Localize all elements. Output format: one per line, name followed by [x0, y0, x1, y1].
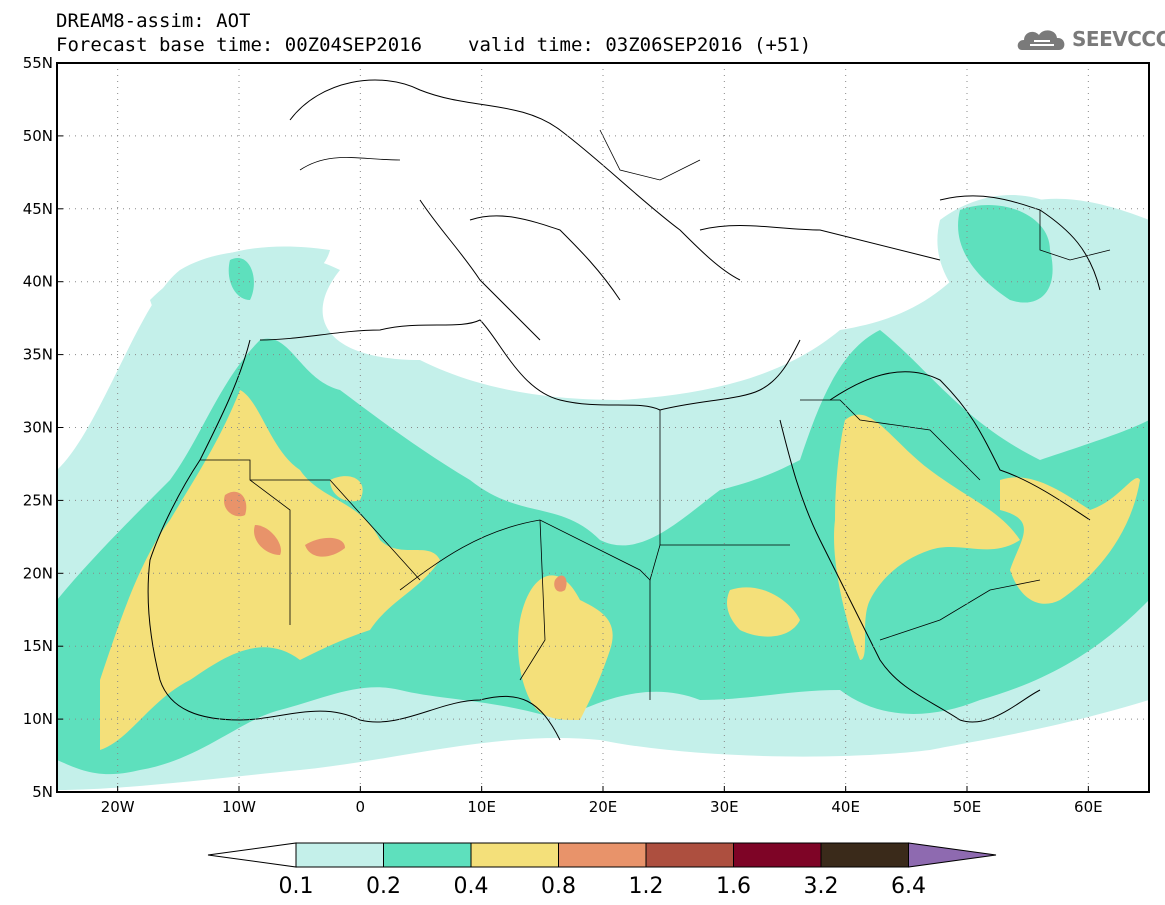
colorbar-labels: 0.1 0.2 0.4 0.8 1.2 1.6 3.2 6.4 — [279, 874, 927, 899]
plot-area — [56, 62, 1150, 793]
colorbar-under-triangle — [207, 842, 297, 868]
x-tick-label: 10E — [467, 798, 496, 816]
colorbar-label: 1.6 — [716, 874, 751, 899]
y-tick-label: 55N — [23, 54, 53, 72]
colorbar-boxes — [207, 842, 997, 868]
x-axis: 20W 10W 0 10E 20E 30E 40E 50E 60E — [101, 786, 1103, 816]
colorbar-over-triangle — [908, 842, 997, 868]
y-tick-label: 20N — [23, 564, 53, 582]
colorbar-box — [295, 842, 384, 868]
aot-layer-0-4 — [100, 390, 1140, 750]
y-tick-label: 30N — [23, 419, 53, 437]
x-tick-label: 40E — [831, 798, 860, 816]
colorbar-label: 6.4 — [891, 874, 926, 899]
seevccc-logo: SEEVCCC — [1016, 24, 1165, 56]
y-tick-label: 40N — [23, 273, 53, 291]
colorbar-box — [733, 842, 822, 868]
chart-subtitle: Forecast base time: 00Z04SEP2016 valid ti… — [56, 34, 811, 56]
x-tick-label: 20W — [101, 798, 135, 816]
cloud-icon — [1017, 30, 1065, 50]
colorbar-box — [383, 842, 472, 868]
base-time: Forecast base time: 00Z04SEP2016 — [56, 34, 423, 56]
chart-title: DREAM8-assim: AOT — [56, 10, 251, 32]
political-borders — [200, 129, 1111, 700]
y-tick-label: 35N — [23, 346, 53, 364]
y-tick-label: 25N — [23, 491, 53, 509]
colorbar-box — [645, 842, 734, 868]
colorbar-label: 1.2 — [629, 874, 664, 899]
y-tick-label: 50N — [23, 127, 53, 145]
colorbar-label: 3.2 — [804, 874, 839, 899]
x-tick-label: 50E — [953, 798, 982, 816]
colorbar-box — [470, 842, 559, 868]
y-tick-label: 10N — [23, 710, 53, 728]
colorbar-label: 0.1 — [279, 874, 314, 899]
x-tick-label: 10W — [222, 798, 256, 816]
colorbar-box — [558, 842, 647, 868]
colorbar-label: 0.4 — [454, 874, 489, 899]
x-tick-label: 30E — [710, 798, 739, 816]
x-tick-label: 60E — [1074, 798, 1103, 816]
aot-layer-0-8 — [224, 491, 567, 592]
x-tick-label: 20E — [589, 798, 618, 816]
colorbar-label: 0.8 — [541, 874, 576, 899]
y-tick-label: 45N — [23, 200, 53, 218]
y-axis: 5N 10N 15N 20N 25N 30N 35N 40N 45N 50N 55N — [23, 54, 63, 801]
x-tick-label: 0 — [356, 798, 366, 816]
y-tick-label: 5N — [32, 783, 53, 801]
y-tick-label: 15N — [23, 637, 53, 655]
colorbar-box — [820, 842, 909, 868]
valid-time: valid time: 03Z06SEP2016 (+51) — [468, 34, 812, 56]
logo-text: SEEVCCC — [1072, 27, 1165, 51]
colorbar-label: 0.2 — [366, 874, 401, 899]
